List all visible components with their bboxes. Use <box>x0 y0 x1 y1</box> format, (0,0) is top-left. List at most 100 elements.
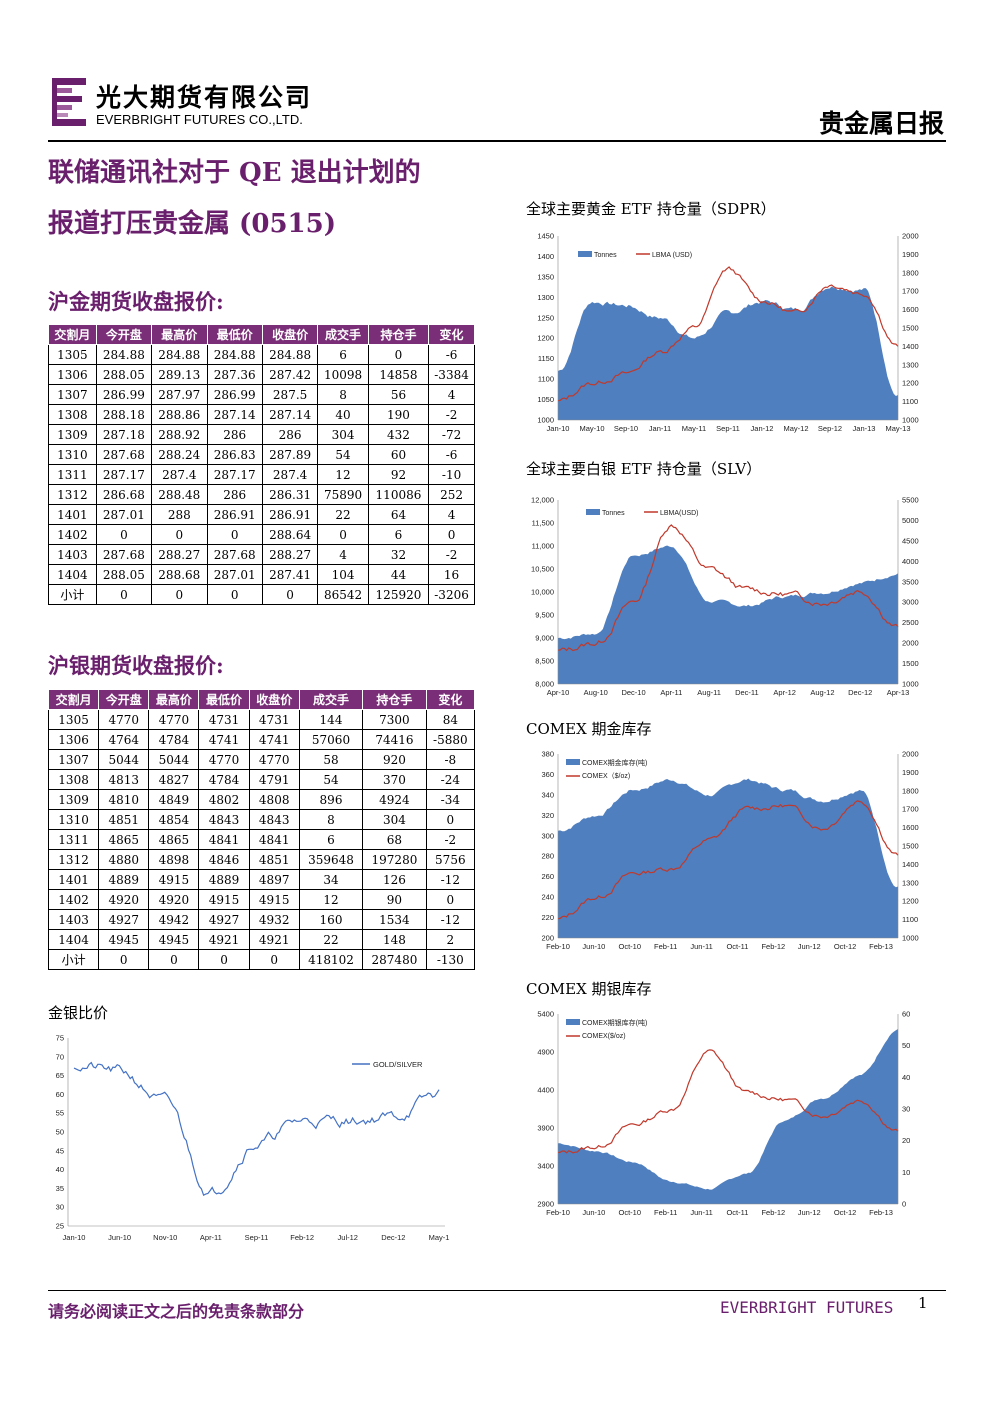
y-tick-label-left: 1050 <box>537 395 554 404</box>
table-cell: 1401 <box>47 869 100 890</box>
ratio-chart-caption: 金银比价 <box>48 1004 109 1022</box>
table-row: 1305 284.88 284.88 284.88 284.88 6 0 -6 <box>48 344 475 365</box>
table-cell: 6 <box>317 344 369 365</box>
table-cell: 288.92 <box>151 424 208 445</box>
table-cell: 5044 <box>98 749 150 770</box>
table-cell: 4865 <box>98 829 150 850</box>
table-cell: 287.36 <box>206 364 263 385</box>
y-tick-label-right: 3000 <box>902 598 919 607</box>
column-header: 收盘价 <box>261 324 319 345</box>
x-tick-label: Jan-10 <box>547 424 570 433</box>
y-tick-label-left: 10,000 <box>531 588 554 597</box>
y-tick-label: 50 <box>56 1128 64 1137</box>
table-cell: 4841 <box>248 829 300 850</box>
table-cell: 287.41 <box>261 564 319 585</box>
table-cell: 288.18 <box>95 404 153 425</box>
legend-label: COMEX($/oz) <box>582 1033 626 1040</box>
table-cell: 197280 <box>362 849 427 870</box>
table-cell: 1305 <box>47 709 100 730</box>
y-tick-label-right: 1100 <box>902 915 918 924</box>
table-row: 1311 287.17 287.4 287.17 287.4 12 92 -10 <box>48 464 475 485</box>
x-tick-label: Jun-12 <box>798 1208 821 1217</box>
table-cell: 284.88 <box>95 344 153 365</box>
company-name-en: EVERBRIGHT FUTURES CO.,LTD. <box>96 112 303 127</box>
table-cell: 54 <box>317 444 369 465</box>
legend-label: LBMA(USD) <box>660 510 699 517</box>
table-cell: 4827 <box>148 769 200 790</box>
company-logo <box>52 78 88 126</box>
series-line <box>557 266 899 402</box>
y-tick-label-left: 220 <box>541 913 554 922</box>
table-row: 1402 4920 4920 4915 4915 12 90 0 <box>47 889 476 910</box>
y-tick-label-right: 5500 <box>902 496 919 505</box>
table-cell: 4924 <box>362 789 427 810</box>
table-cell: 0 <box>248 949 300 970</box>
y-tick-label-left: 1000 <box>537 416 554 425</box>
y-tick-label: 35 <box>56 1184 64 1193</box>
y-tick-label-left: 380 <box>541 750 554 759</box>
y-tick-label-right: 2000 <box>902 750 919 759</box>
y-tick-label-left: 3900 <box>537 1124 554 1133</box>
table-cell: 144 <box>298 709 364 730</box>
table-cell: 64 <box>367 504 430 525</box>
table-cell: 432 <box>367 424 430 445</box>
legend-label: Tonnes <box>594 252 617 259</box>
x-tick-label: Jun-12 <box>798 942 821 951</box>
table-cell: 4813 <box>98 769 150 790</box>
column-header: 最高价 <box>148 689 200 710</box>
table-cell: 4921 <box>248 929 300 950</box>
y-tick-label-right: 20 <box>902 1136 910 1145</box>
gld-holdings-chart: 1000 1050 1100 1150 1200 1250 1300 1350 1400 1450… <box>520 228 940 440</box>
table-row: 1310 4851 4854 4843 4843 8 304 0 <box>47 809 476 830</box>
table-cell: 1309 <box>48 424 97 445</box>
y-tick-label-right: 1600 <box>902 305 919 314</box>
y-tick-label-right: 50 <box>902 1041 910 1050</box>
y-tick-label-left: 260 <box>541 872 554 881</box>
x-tick-label: Oct-11 <box>726 1208 748 1217</box>
y-tick-label-left: 320 <box>541 811 554 820</box>
column-header: 今开盘 <box>95 324 153 345</box>
y-tick-label-right: 1800 <box>902 268 919 277</box>
column-header: 持仓手 <box>362 689 427 710</box>
silver-futures-title: 沪银期货收盘报价: <box>48 653 224 678</box>
table-cell: 287.01 <box>206 564 263 585</box>
series-line <box>557 800 899 920</box>
y-tick-label-left: 1250 <box>537 313 554 322</box>
table-cell: 74416 <box>362 729 427 750</box>
table-cell: 284.88 <box>206 344 263 365</box>
table-cell: 287.89 <box>261 444 319 465</box>
table-cell: 0 <box>425 809 476 830</box>
table-cell: 4915 <box>248 889 300 910</box>
table-cell: 58 <box>298 749 364 770</box>
table-cell: 4932 <box>248 909 300 930</box>
table-cell: 1306 <box>48 364 97 385</box>
table-cell: 4 <box>317 544 369 565</box>
table-row: 1404 288.05 288.68 287.01 287.41 104 44 16 <box>48 564 475 585</box>
table-cell: 287.14 <box>261 404 319 425</box>
table-cell: 287.5 <box>261 384 319 405</box>
x-tick-label: Sep-11 <box>716 424 740 433</box>
y-tick-label: 30 <box>56 1203 64 1212</box>
table-cell: 287.68 <box>95 444 153 465</box>
column-header: 最低价 <box>198 689 250 710</box>
y-tick-label-left: 4900 <box>537 1048 554 1057</box>
y-tick-label-left: 11,000 <box>532 542 554 551</box>
column-header: 成交手 <box>298 689 364 710</box>
y-tick-label-left: 1450 <box>537 232 554 241</box>
table-cell: 370 <box>362 769 427 790</box>
legend-swatch-area <box>578 251 592 257</box>
table-cell: 90 <box>362 889 427 910</box>
x-tick-label: Jan-13 <box>853 424 876 433</box>
table-cell: 92 <box>367 464 430 485</box>
table-cell: 4849 <box>148 789 200 810</box>
series-line <box>557 524 899 652</box>
y-tick-label-left: 360 <box>541 770 554 779</box>
table-cell: 86542 <box>317 584 369 605</box>
gold-futures-table: 交割月 今开盘 最高价 最低价 收盘价 成交手 持仓手 变化 1305 284.88 284.88… <box>48 324 475 605</box>
table-row: 1404 4945 4945 4921 4921 22 148 2 <box>47 929 476 950</box>
x-tick-label: Feb-12 <box>290 1233 314 1242</box>
table-cell: 288.48 <box>151 484 208 505</box>
table-cell: 60 <box>367 444 430 465</box>
table-cell: 286.91 <box>206 504 263 525</box>
table-cell: 6 <box>367 524 430 545</box>
